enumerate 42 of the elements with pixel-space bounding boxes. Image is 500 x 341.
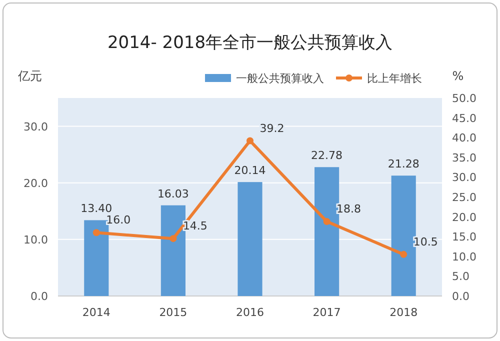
y2-tick-label: 10.0 (452, 250, 476, 264)
y2-tick-label: 45.0 (452, 112, 476, 125)
data-label: 16.0 (106, 214, 131, 227)
point (246, 137, 254, 144)
point (170, 235, 177, 242)
point (92, 229, 100, 236)
x-tick-label: 2018 (390, 306, 418, 319)
y2-tick-label: 35.0 (452, 151, 476, 164)
x-tick-label: 2016 (236, 306, 264, 319)
y2-tick-label: 50.0 (452, 92, 476, 105)
y2-tick-label: 20.0 (452, 210, 476, 224)
data-label: 16.03 (157, 187, 189, 200)
bar (238, 182, 262, 296)
data-label: 22.78 (311, 149, 343, 162)
x-tick-label: 2014 (82, 306, 110, 319)
legend-label: 比上年增长 (367, 72, 422, 85)
chart-title: 2014- 2018年全市一般公共预算收入 (107, 33, 393, 53)
y2-tick-label: 30.0 (452, 171, 476, 184)
data-label: 21.28 (388, 158, 420, 171)
x-tick-label: 2015 (159, 306, 188, 319)
legend-label: 一般公共预算收入 (236, 72, 324, 85)
y-tick-label: 30.0 (24, 120, 48, 134)
y2-tick-label: 5.0 (452, 270, 470, 284)
bar (314, 167, 340, 296)
x-tick-label: 2017 (312, 306, 341, 319)
bar (160, 205, 186, 296)
y2-tick-label: 25.0 (452, 191, 476, 204)
y2-tick-label: 0.0 (452, 290, 470, 303)
data-label: 39.2 (260, 122, 284, 135)
point (400, 250, 408, 258)
data-label: 13.40 (80, 202, 112, 216)
y-tick-label: 20.0 (24, 176, 48, 190)
y2-axis-title: % (452, 69, 464, 83)
y-tick-label: 0.0 (30, 290, 48, 303)
y-tick-label: 10.0 (24, 233, 48, 246)
y-axis-title: 亿元 (17, 69, 42, 83)
bar (391, 176, 416, 296)
y2-tick-label: 15.0 (452, 230, 476, 244)
point (323, 218, 330, 226)
y2-tick-label: 40.0 (452, 132, 476, 145)
data-label: 20.14 (234, 164, 266, 178)
bar (84, 220, 109, 296)
